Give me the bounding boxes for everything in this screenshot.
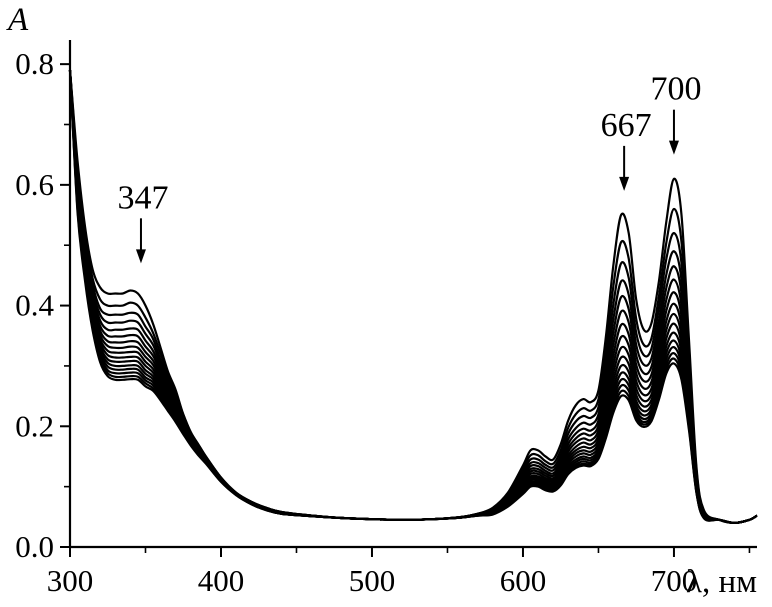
- peak-label-347: 347: [117, 179, 168, 216]
- spectrum-curve-13: [68, 70, 758, 524]
- spectrum-curve-11: [68, 70, 758, 524]
- spectrum-curve-16: [68, 70, 758, 524]
- spectrum-curve-3: [68, 70, 758, 524]
- x-tick-label: 600: [500, 563, 547, 598]
- x-tick-label: 500: [349, 563, 396, 598]
- peak-arrowhead-700: [668, 140, 679, 155]
- spectrum-curve-15: [68, 70, 758, 524]
- y-tick-label: 0.0: [15, 529, 54, 564]
- spectrum-curve-6: [68, 70, 758, 524]
- spectrum-curve-12: [68, 70, 758, 524]
- spectrum-curve-8: [68, 70, 758, 524]
- spectrum-curve-7: [68, 70, 758, 524]
- x-tick-label: 700: [651, 563, 698, 598]
- axes: [68, 40, 757, 549]
- peak-arrowhead-667: [619, 176, 630, 191]
- spectra-curves: [68, 70, 758, 524]
- spectrum-curve-9: [68, 70, 758, 524]
- y-tick-label: 0.6: [15, 167, 54, 202]
- spectrum-curve-14: [68, 70, 758, 524]
- x-tick-label: 300: [47, 563, 94, 598]
- peak-arrowhead-347: [135, 249, 146, 264]
- x-tick-label: 400: [198, 563, 245, 598]
- y-tick-label: 0.8: [15, 46, 54, 81]
- spectrum-curve-10: [68, 70, 758, 524]
- peak-label-700: 700: [650, 71, 701, 108]
- axis-ticks: 300 400 500 600 700 0.0 0.2 0.4 0.6 0.8: [15, 46, 751, 598]
- y-tick-label: 0.2: [15, 408, 54, 443]
- y-axis-label: A: [6, 2, 29, 38]
- spectrum-curve-5: [68, 70, 758, 524]
- y-tick-label: 0.4: [15, 288, 54, 323]
- spectrum-curve-4: [68, 70, 758, 524]
- x-axis-label: λ, нм: [686, 564, 757, 600]
- peak-label-667: 667: [601, 107, 652, 144]
- spectrum-curve-2: [68, 70, 758, 524]
- spectrum-curve-1: [68, 70, 758, 524]
